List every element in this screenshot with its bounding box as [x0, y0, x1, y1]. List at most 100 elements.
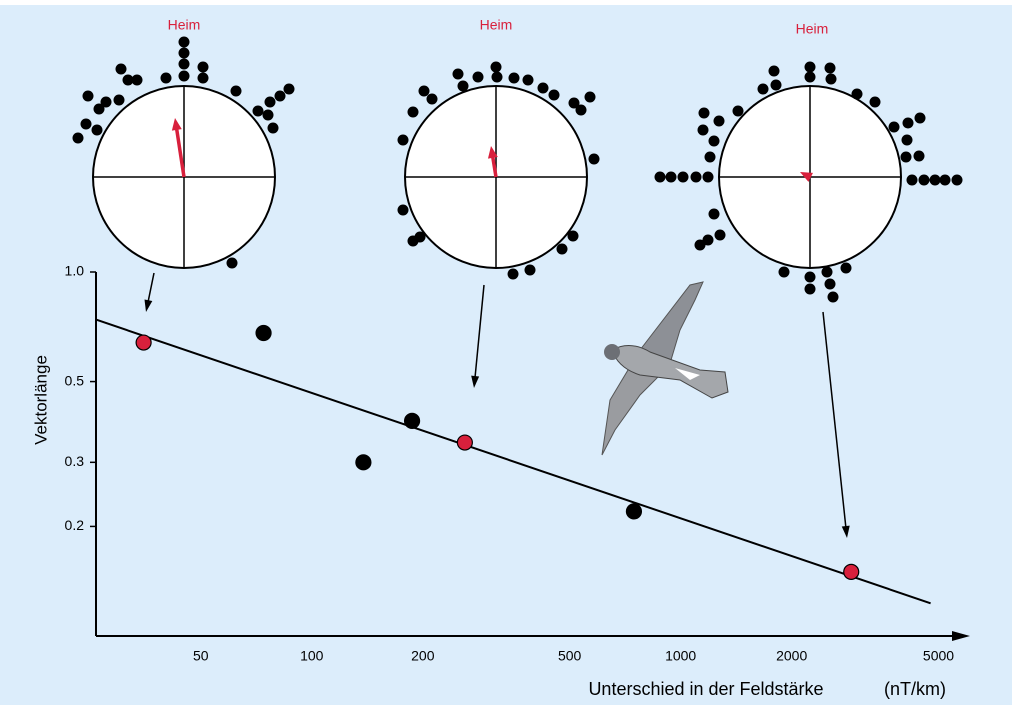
bearing-dot [915, 113, 926, 124]
bearing-dot [771, 80, 782, 91]
bearing-dot [805, 62, 816, 73]
bearing-dot [179, 59, 190, 70]
data-point [626, 504, 641, 519]
bearing-dot [655, 172, 666, 183]
bearing-dot [841, 263, 852, 274]
bearing-dot [161, 73, 172, 84]
bearing-dot [491, 62, 502, 73]
bearing-dot [902, 135, 913, 146]
bearing-dot [709, 209, 720, 220]
x-axis-unit: (nT/km) [884, 679, 946, 699]
data-point [256, 325, 271, 340]
bearing-dot [585, 92, 596, 103]
bearing-dot [114, 95, 125, 106]
bearing-dot [691, 172, 702, 183]
bearing-dot [828, 292, 839, 303]
bearing-dot [825, 279, 836, 290]
bearing-dot [284, 84, 295, 95]
data-point [356, 455, 371, 470]
y-tick-label: 0.2 [65, 517, 85, 533]
bearing-dot [805, 72, 816, 83]
bearing-dot [589, 154, 600, 165]
bearing-dot [198, 62, 209, 73]
bearing-dot [398, 205, 409, 216]
bearing-dot [889, 122, 900, 133]
bearing-dot [699, 108, 710, 119]
bearing-dot [940, 175, 951, 186]
home-label: Heim [168, 17, 201, 33]
bearing-dot [458, 81, 469, 92]
bearing-dot [525, 265, 536, 276]
bearing-dot [398, 135, 409, 146]
y-axis-title: Vektorlänge [31, 355, 50, 445]
bearing-dot [408, 107, 419, 118]
data-point [405, 413, 420, 428]
bearing-dot [698, 125, 709, 136]
bearing-dot [907, 175, 918, 186]
home-label: Heim [796, 21, 829, 37]
bearing-dot [83, 91, 94, 102]
bearing-dot [415, 232, 426, 243]
data-point [457, 435, 472, 450]
y-tick-label: 1.0 [65, 263, 85, 279]
bearing-dot [231, 86, 242, 97]
bearing-dot [678, 172, 689, 183]
home-label: Heim [480, 17, 513, 33]
bearing-dot [822, 267, 833, 278]
x-tick-label: 100 [300, 648, 324, 664]
bearing-dot [733, 106, 744, 117]
bearing-dot [779, 267, 790, 278]
x-tick-label: 50 [193, 648, 209, 664]
bearing-dot [805, 272, 816, 283]
bearing-dot [508, 269, 519, 280]
bearing-dot [805, 284, 816, 295]
page: Heim Heim Heim Vektorlänge Unterschied in … [0, 0, 1019, 705]
y-tick-label: 0.3 [65, 453, 85, 469]
bearing-dot [914, 151, 925, 162]
bearing-dot [715, 230, 726, 241]
bearing-dot [557, 244, 568, 255]
chart: Heim Heim Heim Vektorlänge Unterschied in … [0, 0, 1019, 705]
bearing-dot [576, 105, 587, 116]
x-tick-label: 5000 [923, 648, 954, 664]
bearing-dot [901, 152, 912, 163]
x-tick-label: 200 [411, 648, 435, 664]
x-axis-title: Unterschied in der Feldstärke [588, 679, 823, 699]
bearing-dot [73, 133, 84, 144]
bearing-dot [116, 64, 127, 75]
bearing-dot [666, 172, 677, 183]
data-point [844, 564, 859, 579]
bearing-dot [275, 91, 286, 102]
bearing-dot [695, 240, 706, 251]
data-point [136, 335, 151, 350]
bearing-dot [509, 73, 520, 84]
bearing-dot [179, 37, 190, 48]
bearing-dot [930, 175, 941, 186]
x-tick-label: 1000 [665, 648, 696, 664]
x-tick-label: 2000 [776, 648, 807, 664]
bearing-dot [903, 118, 914, 129]
bearing-dot [473, 72, 484, 83]
bearing-dot [825, 63, 836, 74]
bearing-dot [769, 66, 780, 77]
bearing-dot [492, 72, 503, 83]
y-tick-label: 0.5 [65, 372, 85, 388]
bearing-dot [703, 172, 714, 183]
bearing-dot [253, 106, 264, 117]
bearing-dot [179, 71, 190, 82]
bearing-dot [705, 152, 716, 163]
bearing-dot [427, 94, 438, 105]
bearing-dot [952, 175, 963, 186]
bearing-dot [419, 86, 430, 97]
bearing-dot [549, 90, 560, 101]
bearing-dot [268, 123, 279, 134]
bearing-dot [523, 75, 534, 86]
bearing-dot [453, 69, 464, 80]
bearing-dot [81, 119, 92, 130]
bearing-dot [758, 84, 769, 95]
bearing-dot [709, 136, 720, 147]
bearing-dot [179, 48, 190, 59]
bearing-dot [227, 258, 238, 269]
bearing-dot [919, 175, 930, 186]
bearing-dot [852, 89, 863, 100]
